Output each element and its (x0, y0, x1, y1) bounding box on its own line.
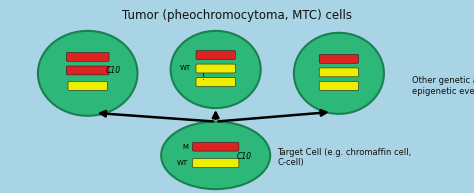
FancyBboxPatch shape (319, 68, 358, 77)
FancyBboxPatch shape (196, 78, 236, 86)
Text: Target Cell (e.g. chromaffin cell,
C-cell): Target Cell (e.g. chromaffin cell, C-cel… (277, 148, 411, 167)
FancyBboxPatch shape (66, 52, 109, 61)
FancyBboxPatch shape (196, 64, 236, 73)
Text: !: ! (202, 73, 205, 82)
Text: M: M (182, 144, 188, 150)
Text: C10: C10 (106, 66, 121, 75)
FancyBboxPatch shape (192, 159, 239, 168)
Ellipse shape (161, 122, 270, 189)
Text: C10: C10 (237, 152, 252, 161)
Text: WT: WT (180, 64, 191, 71)
Ellipse shape (294, 33, 384, 114)
FancyBboxPatch shape (66, 66, 109, 75)
FancyBboxPatch shape (68, 81, 107, 90)
FancyBboxPatch shape (196, 51, 236, 59)
Text: WT: WT (177, 160, 188, 166)
FancyBboxPatch shape (192, 142, 239, 151)
Ellipse shape (38, 31, 137, 116)
Text: Tumor (pheochromocytoma, MTC) cells: Tumor (pheochromocytoma, MTC) cells (122, 9, 352, 22)
Ellipse shape (171, 31, 261, 108)
FancyBboxPatch shape (319, 81, 358, 90)
Text: Other genetic and
epigenetic events: Other genetic and epigenetic events (412, 76, 474, 96)
FancyBboxPatch shape (319, 54, 358, 63)
